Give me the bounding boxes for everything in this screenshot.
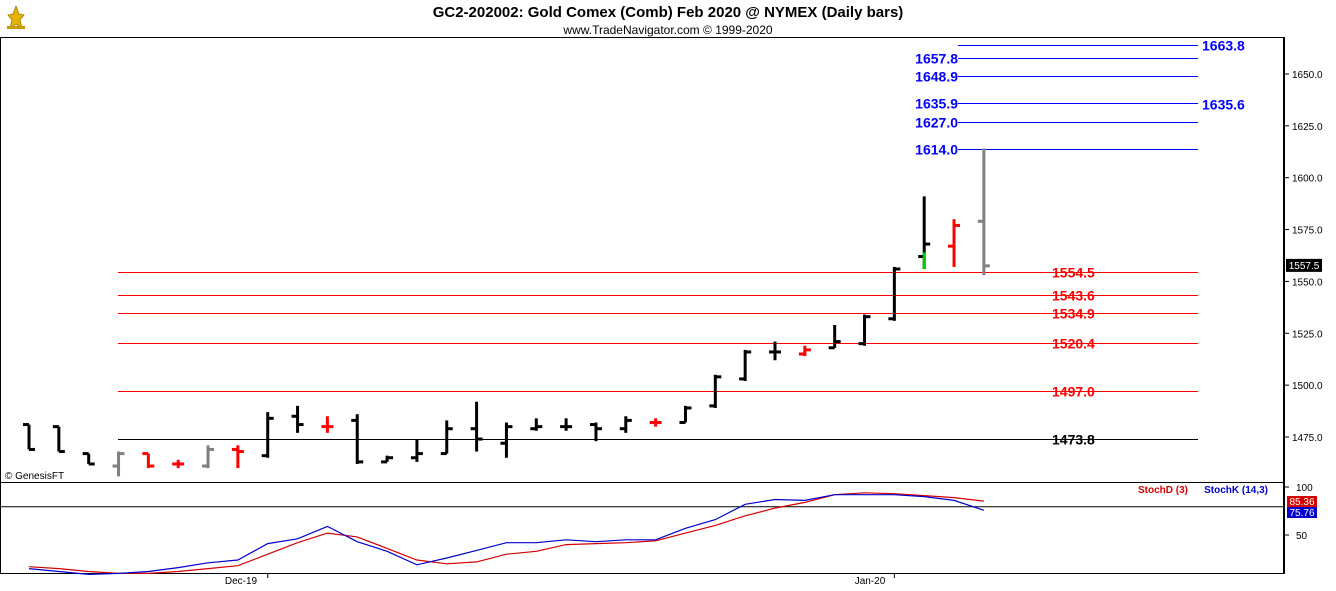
ohlc-bar — [589, 422, 602, 442]
stoch-k-last: 75.76 — [1289, 508, 1314, 519]
x-tick-label: Jan-20 — [855, 576, 886, 587]
ohlc-bar — [52, 425, 65, 454]
stoch-k-legend: StochK (14,3) — [1204, 485, 1268, 496]
level-label: 1473.8 — [1052, 432, 1095, 448]
level-label: 1497.0 — [1052, 384, 1095, 400]
price-tick-label: 1625.0 — [1292, 122, 1323, 133]
ohlc-bar — [649, 418, 662, 427]
plot-frame — [0, 37, 1284, 574]
ohlc-bar — [351, 414, 364, 464]
level-label: 1543.6 — [1052, 288, 1095, 304]
level-label: 1635.6 — [1202, 97, 1245, 113]
ohlc-bar — [739, 349, 752, 381]
price-tick-label: 1575.0 — [1292, 226, 1323, 237]
ohlc-bars — [23, 148, 990, 477]
level-label: 1614.0 — [915, 142, 958, 158]
ohlc-bar — [202, 445, 215, 469]
ohlc-bar — [261, 412, 274, 458]
stoch-tick-label: 50 — [1296, 531, 1308, 542]
ohlc-bar — [82, 452, 95, 466]
stoch-d-legend: StochD (3) — [1138, 485, 1188, 496]
stoch-d-badge: 85.36 — [1287, 496, 1317, 508]
ohlc-bar — [410, 439, 423, 462]
price-axis: 1475.0 1500.0 1525.0 1550.0 1575.0 1600.0 1625… — [1284, 70, 1323, 444]
ohlc-bar — [858, 314, 871, 346]
level-label: 1554.5 — [1052, 265, 1095, 281]
ohlc-bar — [888, 266, 901, 321]
watermark: © GenesisFT — [5, 471, 64, 482]
ohlc-bar — [500, 422, 513, 458]
levels: 1663.8 1657.8 1648.9 1635.9 1635.6 1627.0 1614… — [118, 38, 1245, 448]
price-tick-label: 1525.0 — [1292, 329, 1323, 340]
ohlc-bar — [619, 416, 632, 433]
ohlc-bar — [948, 219, 961, 267]
ohlc-bar — [321, 416, 334, 433]
ohlc-bar — [560, 418, 573, 431]
ohlc-bar — [769, 341, 781, 361]
stoch-d-line — [28, 492, 984, 575]
chart-title: GC2-202002: Gold Comex (Comb) Feb 2020 @… — [433, 4, 904, 21]
last-price-badge: 1557.5 — [1286, 258, 1322, 272]
price-tick-label: 1500.0 — [1292, 381, 1323, 392]
price-tick-label: 1550.0 — [1292, 277, 1323, 288]
ohlc-bar — [798, 345, 811, 357]
last-price-label: 1557.5 — [1289, 261, 1320, 272]
stoch-d-last: 85.36 — [1289, 497, 1314, 508]
level-label: 1648.9 — [915, 69, 958, 85]
stoch-k-line — [28, 494, 985, 576]
level-label: 1534.9 — [1052, 306, 1095, 322]
ohlc-bar — [142, 452, 155, 469]
ohlc-bar — [231, 445, 244, 469]
ohlc-bar — [709, 374, 722, 408]
ohlc-bar — [977, 148, 990, 276]
ohlc-bar — [381, 455, 394, 464]
ohlc-bar — [470, 401, 483, 452]
level-label: 1627.0 — [915, 115, 958, 131]
price-tick-label: 1650.0 — [1292, 70, 1323, 81]
ohlc-bar — [112, 451, 125, 477]
price-tick-label: 1475.0 — [1292, 433, 1323, 444]
ohlc-bar — [23, 423, 35, 451]
stoch-k-badge: 75.76 — [1287, 507, 1317, 519]
chart-subtitle: www.TradeNavigator.com © 1999-2020 — [562, 23, 772, 37]
level-label: 1635.9 — [915, 96, 958, 112]
ohlc-bar — [172, 459, 185, 469]
logo-icon — [7, 4, 25, 29]
ohlc-bar — [828, 324, 841, 350]
price-tick-label: 1600.0 — [1292, 174, 1323, 185]
stoch-tick-label: 100 — [1296, 483, 1313, 494]
x-tick-label: Dec-19 — [225, 576, 258, 587]
level-label: 1663.8 — [1202, 38, 1245, 54]
ohlc-bar — [530, 418, 543, 431]
stochastic-pane: 100 50 — [0, 483, 1313, 576]
ohlc-bar — [291, 405, 304, 433]
level-label: 1657.8 — [915, 51, 958, 67]
ohlc-bar — [918, 196, 931, 269]
x-axis: Dec-19 Jan-20 — [225, 573, 895, 587]
ohlc-bar — [440, 420, 453, 456]
ohlc-bar — [679, 405, 692, 424]
level-label: 1520.4 — [1052, 336, 1095, 352]
